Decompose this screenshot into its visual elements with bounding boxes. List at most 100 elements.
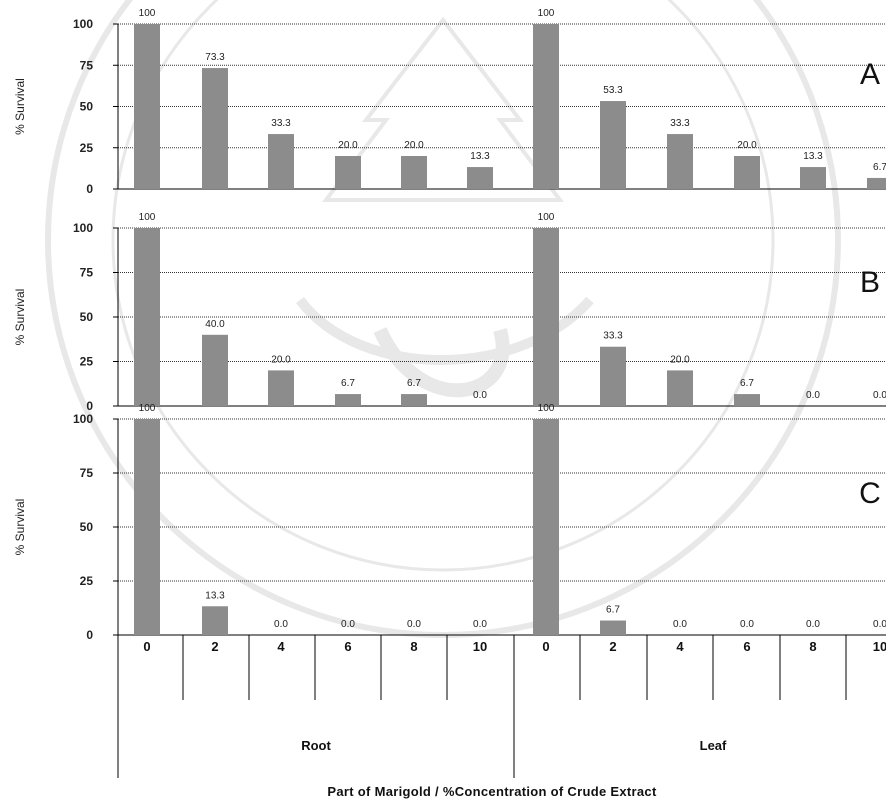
bar (667, 370, 693, 406)
bar (268, 370, 294, 406)
data-label: 20.0 (271, 354, 291, 365)
data-label: 13.3 (470, 151, 490, 162)
panel-label: C (859, 477, 881, 510)
bar (134, 228, 160, 406)
data-label: 0.0 (873, 619, 886, 630)
data-label: 100 (538, 403, 555, 414)
bar (867, 177, 886, 189)
bar (533, 24, 559, 189)
y-tick-label: 50 (80, 310, 94, 324)
data-label: 0.0 (407, 619, 421, 630)
category-label: 10 (873, 639, 886, 654)
category-label: 8 (410, 639, 417, 654)
category-label: 4 (277, 639, 285, 654)
data-label: 0.0 (673, 619, 687, 630)
bar (268, 134, 294, 189)
data-label: 73.3 (205, 52, 225, 63)
bar (134, 24, 160, 189)
data-label: 13.3 (205, 590, 225, 601)
bar (134, 419, 160, 635)
y-tick-label: 50 (80, 520, 94, 534)
data-label: 0.0 (806, 390, 820, 401)
bar (401, 156, 427, 189)
bar (600, 346, 626, 406)
data-label: 53.3 (603, 85, 623, 96)
bar (533, 419, 559, 635)
y-tick-label: 75 (80, 466, 94, 480)
bar (600, 620, 626, 635)
data-label: 33.3 (271, 118, 291, 129)
data-label: 0.0 (274, 619, 288, 630)
y-tick-label: 75 (80, 266, 94, 280)
y-tick-label: 0 (86, 399, 93, 413)
data-label: 20.0 (737, 140, 757, 151)
data-label: 0.0 (473, 390, 487, 401)
bar (600, 101, 626, 189)
data-label: 6.7 (873, 162, 886, 173)
data-label: 100 (139, 403, 156, 414)
bar (533, 228, 559, 406)
y-tick-label: 50 (80, 100, 94, 114)
data-label: 100 (538, 8, 555, 19)
y-tick-label: 25 (80, 141, 94, 155)
y-tick-label: 25 (80, 355, 94, 369)
bar (734, 156, 760, 189)
bar (335, 394, 361, 406)
y-tick-label: 100 (73, 221, 93, 235)
category-label: 10 (473, 639, 487, 654)
data-label: 0.0 (806, 619, 820, 630)
bar (335, 156, 361, 189)
data-label: 20.0 (670, 354, 690, 365)
category-label: 2 (211, 639, 218, 654)
bar (202, 68, 228, 189)
y-tick-label: 25 (80, 574, 94, 588)
panel-B: 0 25 50 75 100 % Survival 100 40.0 20.0 6.7 6.7 0.0… (13, 212, 886, 413)
data-label: 0.0 (740, 619, 754, 630)
y-axis-label: % Survival (13, 289, 27, 346)
category-label: 8 (809, 639, 816, 654)
group-label-root: Root (301, 738, 331, 753)
panel-A: 0 25 50 75 100 % Survival 100 73.3 33.3 20.0 20.0 1… (13, 8, 886, 196)
bar (202, 606, 228, 635)
y-tick-label: 0 (86, 628, 93, 642)
data-label: 0.0 (873, 390, 886, 401)
bar (467, 167, 493, 189)
y-axis-label: % Survival (13, 499, 27, 556)
group-label-leaf: Leaf (700, 738, 727, 753)
y-tick-label: 0 (86, 182, 93, 196)
data-label: 100 (139, 212, 156, 223)
x-axis-title: Part of Marigold / %Concentration of Cru… (327, 784, 657, 799)
data-label: 100 (139, 8, 156, 19)
category-label: 0 (143, 639, 150, 654)
category-label: 6 (743, 639, 750, 654)
y-tick-label: 75 (80, 58, 94, 72)
data-label: 33.3 (603, 331, 623, 342)
data-label: 13.3 (803, 151, 823, 162)
data-label: 33.3 (670, 118, 690, 129)
category-label: 6 (344, 639, 351, 654)
data-label: 100 (538, 212, 555, 223)
y-axis-label: % Survival (13, 78, 27, 135)
data-label: 0.0 (341, 619, 355, 630)
bar (202, 334, 228, 406)
data-label: 6.7 (606, 605, 620, 616)
category-label: 2 (609, 639, 616, 654)
bar (800, 167, 826, 189)
category-label: 4 (676, 639, 684, 654)
bar (667, 134, 693, 189)
panel-C: 0 25 50 75 100 % Survival 100 13.3 0.0 0.0 0.0 0.0 1… (13, 403, 886, 642)
data-label: 0.0 (473, 619, 487, 630)
category-label: 0 (542, 639, 549, 654)
data-label: 6.7 (407, 378, 421, 389)
data-label: 20.0 (404, 140, 424, 151)
data-label: 6.7 (740, 378, 754, 389)
panel-label: A (860, 58, 880, 91)
y-tick-label: 100 (73, 17, 93, 31)
data-label: 40.0 (205, 319, 225, 330)
data-label: 6.7 (341, 378, 355, 389)
bar (734, 394, 760, 406)
data-label: 20.0 (338, 140, 358, 151)
panel-label: B (860, 266, 880, 299)
